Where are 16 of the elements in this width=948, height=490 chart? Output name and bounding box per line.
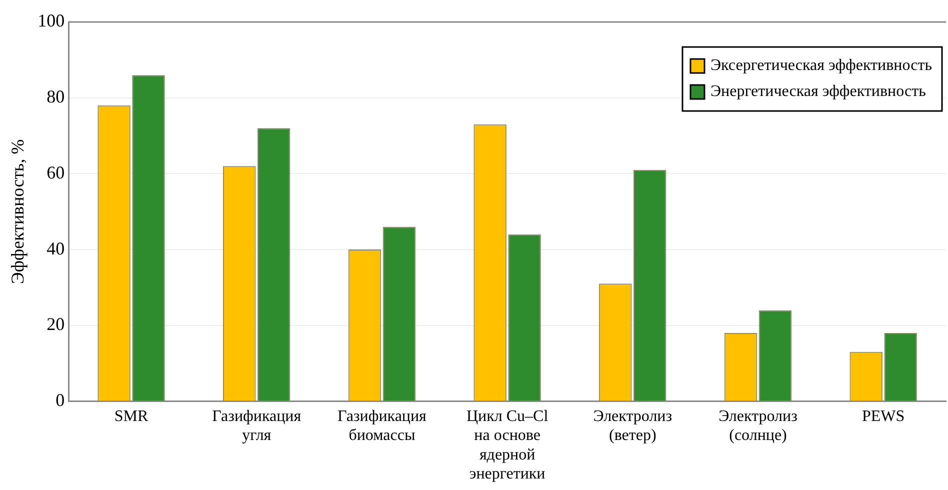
x-tick-label: PEWS (862, 408, 905, 426)
legend-label: Энергетическая эффективность (710, 83, 926, 100)
x-tick-label: Газификация биомассы (338, 408, 428, 444)
legend-label: Эксергетическая эффективность (710, 57, 932, 74)
y-tick-label: 0 (56, 390, 65, 410)
y-tick-label: 20 (46, 314, 65, 334)
y-tick-label: 100 (38, 10, 65, 31)
x-tick-label: Цикл Cu–Cl на основе ядерной энергетики (466, 408, 549, 483)
x-tick-label: SMR (114, 408, 148, 426)
x-tick-label: Электролиз (солнце) (718, 408, 798, 444)
y-axis-title: Эффективность, % (8, 139, 28, 284)
y-tick-label: 60 (46, 162, 65, 182)
x-tick-label: Электролиз (ветер) (593, 408, 672, 444)
x-tick-label: Газификация угля (212, 408, 302, 444)
y-tick-label: 80 (46, 86, 65, 107)
y-tick-label: 40 (46, 238, 65, 258)
